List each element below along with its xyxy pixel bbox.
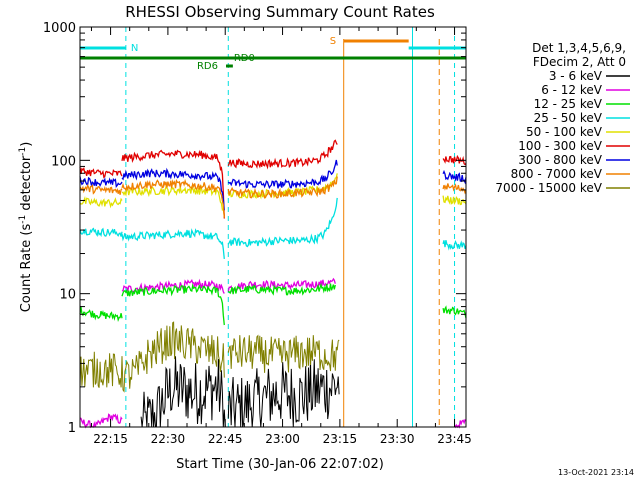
series-3-6-kev [140, 356, 340, 428]
footer-date: 13-Oct-2021 23:14 [558, 468, 634, 477]
x-tick-label: 23:45 [437, 432, 472, 446]
series-line [121, 167, 225, 211]
legend-label: 100 - 300 keV [518, 139, 602, 153]
y-axis-label-sup2: -1 [18, 147, 28, 156]
series-line [79, 321, 225, 393]
series-7000-15000-kev [79, 321, 340, 393]
legend-label: 800 - 7000 keV [511, 167, 603, 181]
series-line [121, 178, 225, 218]
y-tick-label: 10 [59, 288, 76, 303]
series-line [227, 176, 338, 199]
series-line [442, 169, 467, 185]
x-axis-label: Start Time (30-Jan-06 22:07:02) [176, 457, 384, 472]
y-axis-label-part1: Count Rate (s [19, 224, 34, 313]
series-line [442, 154, 467, 166]
x-tick-label: 23:30 [380, 432, 415, 446]
series-line [227, 159, 338, 190]
series-line [121, 228, 225, 259]
y-tick-label: 1 [68, 421, 76, 436]
night-label: N [131, 43, 138, 54]
series-line [79, 167, 123, 179]
x-tick-label: 23:00 [265, 432, 300, 446]
series-line [80, 196, 123, 209]
chart-title: RHESSI Observing Summary Count Rates [125, 3, 435, 21]
legend-label: 6 - 12 keV [541, 83, 603, 97]
series-25-50-kev [79, 197, 467, 259]
series-line [79, 227, 123, 238]
x-tick-label: 22:30 [151, 432, 186, 446]
y-axis-label-sup1: -1 [18, 215, 28, 224]
series-line [140, 356, 226, 428]
series-line [121, 283, 225, 326]
series-line [442, 305, 467, 319]
series-300-800-kev [79, 159, 467, 211]
series-line [453, 418, 467, 429]
x-tick-label: 22:15 [93, 432, 128, 446]
x-tick-label: 23:15 [323, 432, 358, 446]
x-tick-label: 22:45 [208, 432, 243, 446]
series-line [121, 184, 225, 217]
legend-label: 50 - 100 keV [526, 125, 603, 139]
series-100-300-kev [79, 139, 467, 219]
series-line [227, 334, 340, 373]
series-line [121, 149, 225, 219]
legend: Det 1,3,4,5,6,9, FDecim 2, Att 0 3 - 6 k… [495, 41, 630, 195]
y-axis-label: Count Rate (s-1 detector-1) [18, 142, 34, 313]
series-line [442, 239, 467, 251]
saa-label: S [330, 36, 336, 47]
legend-header-line2: FDecim 2, Att 0 [533, 55, 626, 69]
plot-area: N S RD0 RD6 [79, 27, 467, 429]
series-line [79, 306, 123, 322]
series-line [227, 282, 336, 296]
y-axis: 1 10 100 1000 [43, 21, 466, 436]
series-line [79, 176, 123, 189]
series-line [79, 183, 123, 195]
legend-header-line1: Det 1,3,4,5,6,9, [532, 41, 626, 55]
series-line [79, 413, 123, 429]
legend-label: 300 - 800 keV [518, 153, 602, 167]
legend-label: 25 - 50 keV [534, 111, 603, 125]
series-line [227, 197, 338, 248]
plot-frame [79, 26, 467, 428]
rd0-label: RD0 [234, 53, 255, 64]
series-12-25-kev [79, 282, 467, 326]
y-axis-label-part3: ) [19, 142, 34, 147]
legend-label: 12 - 25 keV [534, 97, 603, 111]
y-axis-label-part2: detector [19, 155, 34, 215]
y-tick-label: 100 [51, 154, 76, 169]
series-line [227, 359, 340, 428]
legend-label: 3 - 6 keV [549, 69, 603, 83]
rd6-label: RD6 [197, 61, 218, 72]
series-800-7000-kev [79, 176, 467, 218]
series-line [227, 139, 338, 170]
legend-label: 7000 - 15000 keV [495, 181, 602, 195]
x-axis: 22:15 22:30 22:45 23:00 23:15 23:30 23:45 [90, 27, 472, 446]
y-tick-label: 1000 [43, 21, 76, 36]
